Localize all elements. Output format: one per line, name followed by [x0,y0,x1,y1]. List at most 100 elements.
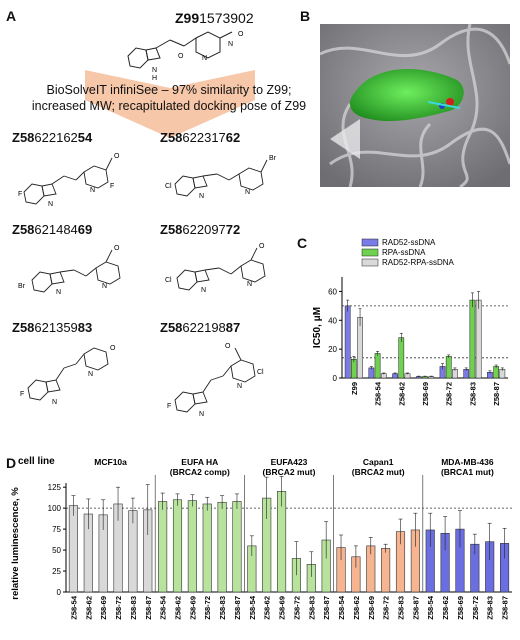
bar [158,501,168,593]
x-tick-label: Z58-54 [426,595,435,620]
atom-n: N [48,201,53,208]
atom-n: N [247,281,252,288]
x-tick-label: Z58-69 [188,596,197,620]
compound-prefix: Z58 [12,130,35,145]
atom-n: N [52,399,57,406]
compound-mid: 621484 [34,222,78,237]
panel-letter-c: C [297,235,308,251]
compound-suffix: 87 [225,320,241,335]
atom-h: H [152,75,157,82]
atom-n: N [202,55,207,62]
legend-swatch [361,238,379,247]
y-axis-label: relative luminescence, % [10,487,21,600]
x-tick-label: Z58-72 [382,596,391,620]
x-tick-label: Z58-69 [99,596,108,620]
atom-o: O [259,243,265,250]
y-tick-label: 125 [48,483,62,492]
arrow-shape [85,70,255,138]
compound-label-54: Z5862216254 [12,130,92,145]
group-label: EUFA HA [181,457,218,467]
molecule-72: Cl N N O [165,243,266,294]
bar [374,353,381,379]
group-sublabel: (BRCA2 mut) [263,467,316,477]
atom-cl: Cl [257,369,264,376]
molecule-87: F N N Cl O [167,343,264,418]
bar [475,299,482,379]
x-tick-label: Z58-83 [307,596,316,620]
compound-suffix: 72 [225,222,241,237]
bar [232,501,242,593]
group-sublabel: (BRCA1 mut) [441,467,494,477]
compound-prefix: Z58 [12,320,35,335]
legend-label: RAD52-ssDNA [382,238,436,247]
atom-cl: Cl [165,277,172,284]
x-tick-label: Z58-54 [159,595,168,620]
x-tick-label: Z58-62 [397,382,406,406]
molecule-54: F N N F O [18,153,120,208]
bar [381,548,391,593]
x-tick-label: Z58-83 [129,596,138,620]
x-tick-label: Z58-72 [114,596,123,620]
compound-label-72: Z5862209772 [160,222,240,237]
molecule-62: Cl N N Br [165,155,277,200]
arrow-caption: BioSolveIT infiniSee – 97% similarity to… [24,82,314,114]
panel-letter-a: A [6,8,17,24]
atom-n: N [88,371,93,378]
compound-suffix: 54 [77,130,93,145]
x-tick-label: Z58-69 [367,596,376,620]
molecule-83: F N N O [20,345,116,406]
atom-o: O [238,31,244,38]
y-tick-label: 50 [52,546,61,555]
compound-suffix: 69 [77,222,93,237]
x-tick-label: Z58-69 [278,596,287,620]
atom-n: N [199,193,204,200]
x-tick-label: Z58-83 [468,382,477,406]
x-tick-label: Z58-62 [352,596,361,620]
group-sublabel: (BRCA2 mut) [352,467,405,477]
x-tick-label: Z58-62 [263,596,272,620]
x-tick-label: Z58-87 [501,596,510,620]
legend-swatch [361,248,379,257]
compound-label-87: Z5862219887 [160,320,240,335]
bar [445,356,452,379]
bar [469,299,476,379]
x-tick-label: Z58-69 [421,382,430,406]
y-tick-label: 25 [52,567,61,576]
chart-d: cell line 0 25 50 75 100 125 relative luminesce… [10,456,512,620]
y-tick-label: 0 [333,374,338,383]
parent-molecule: N N O O N H [127,31,244,82]
legend-label: RAD52-RPA-ssDNA [382,258,455,267]
bar [493,366,499,379]
arrow-caption-line1: BioSolveIT infiniSee – 97% similarity to… [46,83,292,97]
x-tick-label: Z58-83 [218,596,227,620]
parent-compound-label: Z991573902 [175,10,254,26]
atom-o: O [225,343,231,350]
atom-br: Br [18,283,26,290]
atom-f: F [110,183,114,190]
compound-label-83: Z5862135983 [12,320,92,335]
compound-mid: 622097 [182,222,226,237]
group-sublabel: (BRCA2 comp) [170,467,230,477]
chart-c: 0 20 40 60 IC50, μM Z99 Z58-54 Z58-62 Z58-69 Z58-… [312,238,508,406]
y-tick-label: 75 [52,525,61,534]
atom-cl: Cl [165,183,172,190]
legend-swatch [361,258,379,267]
x-tick-label: Z58-87 [492,382,501,406]
group-label: Capan1 [363,457,394,467]
atom-o: O [110,345,116,352]
atom-n: N [201,287,206,294]
x-tick-label: Z58-62 [174,596,183,620]
parent-id-bold: Z99 [175,10,200,26]
atom-n: N [199,411,204,418]
x-tick-label: Z58-87 [233,596,242,620]
bar [398,337,405,379]
compound-mid: 622162 [34,130,78,145]
panel-letter-b: B [300,8,311,24]
compound-label-69: Z5862148469 [12,222,92,237]
x-tick-label: Z58-72 [292,596,301,620]
y-tick-label: 0 [57,588,62,597]
bar [172,499,183,593]
x-tick-label: Z58-87 [411,596,420,620]
compound-label-62: Z5862231762 [160,130,240,145]
atom-f: F [167,403,171,410]
